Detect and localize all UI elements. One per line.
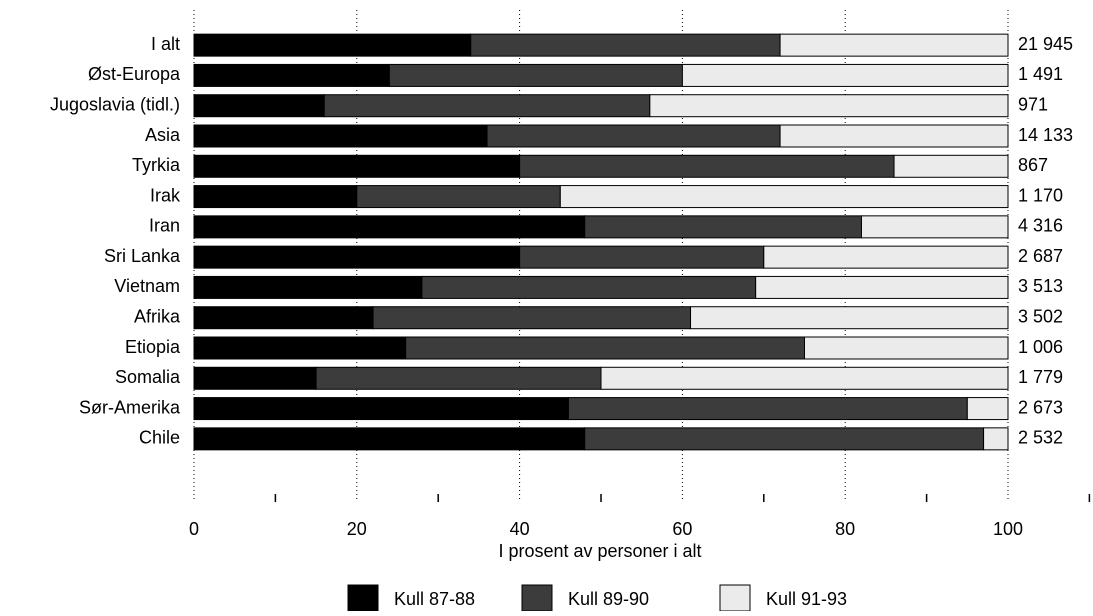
category-label: Afrika bbox=[134, 306, 181, 326]
bar-segment bbox=[519, 154, 895, 178]
total-label: 3 513 bbox=[1018, 276, 1063, 296]
bar-segment bbox=[405, 336, 805, 360]
total-label: 2 687 bbox=[1018, 246, 1063, 266]
x-tick-label: 0 bbox=[189, 519, 199, 539]
bar-segment bbox=[893, 154, 1009, 178]
bar-segment bbox=[779, 124, 1009, 148]
category-label: Somalia bbox=[115, 367, 181, 387]
category-label: Vietnam bbox=[114, 276, 180, 296]
x-tick-label: 40 bbox=[510, 519, 530, 539]
total-label: 971 bbox=[1018, 94, 1048, 114]
category-label: Iran bbox=[149, 216, 180, 236]
bar-segment bbox=[470, 33, 781, 57]
bar-segment bbox=[193, 33, 472, 57]
bar-segment bbox=[372, 306, 692, 330]
category-label: Sri Lanka bbox=[104, 246, 181, 266]
total-label: 867 bbox=[1018, 155, 1048, 175]
category-label: I alt bbox=[151, 34, 180, 54]
bar-segment bbox=[649, 94, 1009, 118]
x-tick-label: 60 bbox=[672, 519, 692, 539]
bar-segment bbox=[584, 427, 985, 451]
bar-segment bbox=[193, 336, 407, 360]
bar-segment bbox=[486, 124, 781, 148]
legend-label: Kull 89-90 bbox=[568, 589, 649, 609]
total-label: 14 133 bbox=[1018, 125, 1073, 145]
bar-segment bbox=[519, 245, 765, 269]
bar-segment bbox=[779, 33, 1009, 57]
bar-segment bbox=[804, 336, 1009, 360]
bar-segment bbox=[193, 306, 374, 330]
category-label: Asia bbox=[145, 125, 181, 145]
category-label: Irak bbox=[150, 185, 181, 205]
bar-segment bbox=[690, 306, 1009, 330]
bar-segment bbox=[323, 94, 651, 118]
bar-segment bbox=[193, 397, 569, 421]
total-label: 2 532 bbox=[1018, 428, 1063, 448]
bar-segment bbox=[193, 154, 521, 178]
bar-segment bbox=[388, 63, 683, 87]
legend-swatch bbox=[347, 584, 379, 612]
legend-label: Kull 87-88 bbox=[394, 589, 475, 609]
bar-segment bbox=[193, 124, 488, 148]
total-label: 21 945 bbox=[1018, 34, 1073, 54]
total-label: 1 006 bbox=[1018, 337, 1063, 357]
legend-label: Kull 91-93 bbox=[766, 589, 847, 609]
total-label: 1 170 bbox=[1018, 185, 1063, 205]
category-label: Øst-Europa bbox=[88, 64, 181, 84]
bar-segment bbox=[983, 427, 1009, 451]
bar-segment bbox=[559, 185, 1009, 209]
category-label: Etiopia bbox=[125, 337, 181, 357]
bar-segment bbox=[193, 185, 358, 209]
category-label: Chile bbox=[139, 428, 180, 448]
total-label: 3 502 bbox=[1018, 306, 1063, 326]
total-label: 4 316 bbox=[1018, 216, 1063, 236]
bar-segment bbox=[193, 366, 317, 390]
total-label: 2 673 bbox=[1018, 397, 1063, 417]
category-label: Sør-Amerika bbox=[79, 397, 181, 417]
bar-segment bbox=[966, 397, 1009, 421]
legend-swatch bbox=[719, 584, 751, 612]
category-label: Jugoslavia (tidl.) bbox=[50, 94, 180, 114]
bar-segment bbox=[584, 215, 862, 239]
x-axis-label: I prosent av personer i alt bbox=[498, 541, 701, 561]
x-tick-label: 20 bbox=[347, 519, 367, 539]
x-tick-label: 100 bbox=[993, 519, 1023, 539]
bar-segment bbox=[763, 245, 1009, 269]
bar-segment bbox=[356, 185, 561, 209]
total-label: 1 491 bbox=[1018, 64, 1063, 84]
bar-segment bbox=[193, 427, 586, 451]
bar-segment bbox=[193, 94, 325, 118]
bar-segment bbox=[315, 366, 602, 390]
legend-swatch bbox=[521, 584, 553, 612]
bar-segment bbox=[567, 397, 968, 421]
category-label: Tyrkia bbox=[132, 155, 181, 175]
bar-segment bbox=[193, 63, 390, 87]
bar-segment bbox=[421, 275, 757, 299]
bar-segment bbox=[193, 215, 586, 239]
bar-segment bbox=[755, 275, 1009, 299]
bar-segment bbox=[681, 63, 1009, 87]
bar-segment bbox=[193, 245, 521, 269]
bar-segment bbox=[860, 215, 1009, 239]
x-tick-label: 80 bbox=[835, 519, 855, 539]
bar-segment bbox=[600, 366, 1009, 390]
total-label: 1 779 bbox=[1018, 367, 1063, 387]
bar-segment bbox=[193, 275, 423, 299]
